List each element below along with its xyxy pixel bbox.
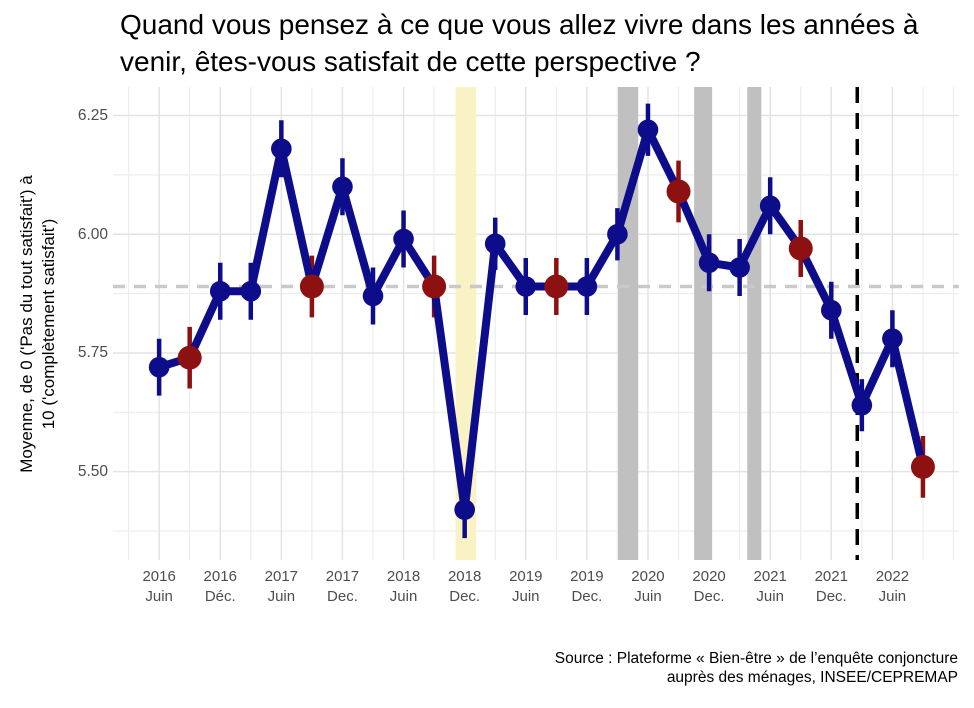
data-point-blue — [698, 252, 720, 274]
event-band-gray — [618, 87, 639, 560]
data-point-blue — [362, 285, 384, 307]
data-point-blue — [332, 176, 353, 198]
source-line-1: Source : Plateforme « Bien-être » de l’e… — [554, 650, 958, 667]
data-point-red — [422, 274, 447, 299]
data-point-blue — [576, 276, 598, 297]
data-point-blue — [820, 299, 842, 321]
data-point-red — [666, 179, 691, 204]
event-band-gray — [694, 87, 713, 560]
source-line-2: auprès des ménages, INSEE/CEPREMAP — [666, 669, 958, 686]
data-point-red — [788, 236, 813, 261]
data-point-blue — [637, 119, 659, 141]
data-point-blue — [851, 394, 873, 416]
data-point-red — [177, 345, 202, 370]
trend-line — [155, 125, 927, 514]
data-point-blue — [729, 257, 750, 278]
data-point-blue — [882, 328, 903, 349]
data-point-blue — [454, 499, 475, 520]
data-point-blue — [515, 276, 537, 297]
source-caption: Source : Plateforme « Bien-être » de l’e… — [555, 649, 958, 687]
data-point-red — [910, 454, 935, 479]
data-point-blue — [393, 228, 414, 250]
data-point-red — [299, 274, 324, 299]
data-point-blue — [484, 233, 506, 255]
data-point-blue — [759, 195, 781, 217]
chart-title-line-2: venir, êtes-vous satisfait de cette pers… — [120, 46, 701, 77]
data-point-blue — [271, 138, 292, 160]
event-band-gray — [747, 87, 762, 560]
data-point-blue — [607, 223, 628, 245]
data-point-blue — [148, 356, 170, 378]
y-axis-title-line-2: 10 ('complètement satisfait') — [39, 218, 58, 430]
data-point-blue — [209, 280, 231, 302]
chart-title-line-1: Quand vous pensez à ce que vous allez vi… — [120, 9, 919, 40]
data-point-blue — [240, 280, 262, 302]
y-axis-title-line-1: Moyenne, de 0 ('Pas du tout satisfait') … — [17, 175, 36, 473]
data-point-red — [544, 274, 569, 299]
chart-title: Quand vous pensez à ce que vous allez vi… — [120, 6, 919, 80]
